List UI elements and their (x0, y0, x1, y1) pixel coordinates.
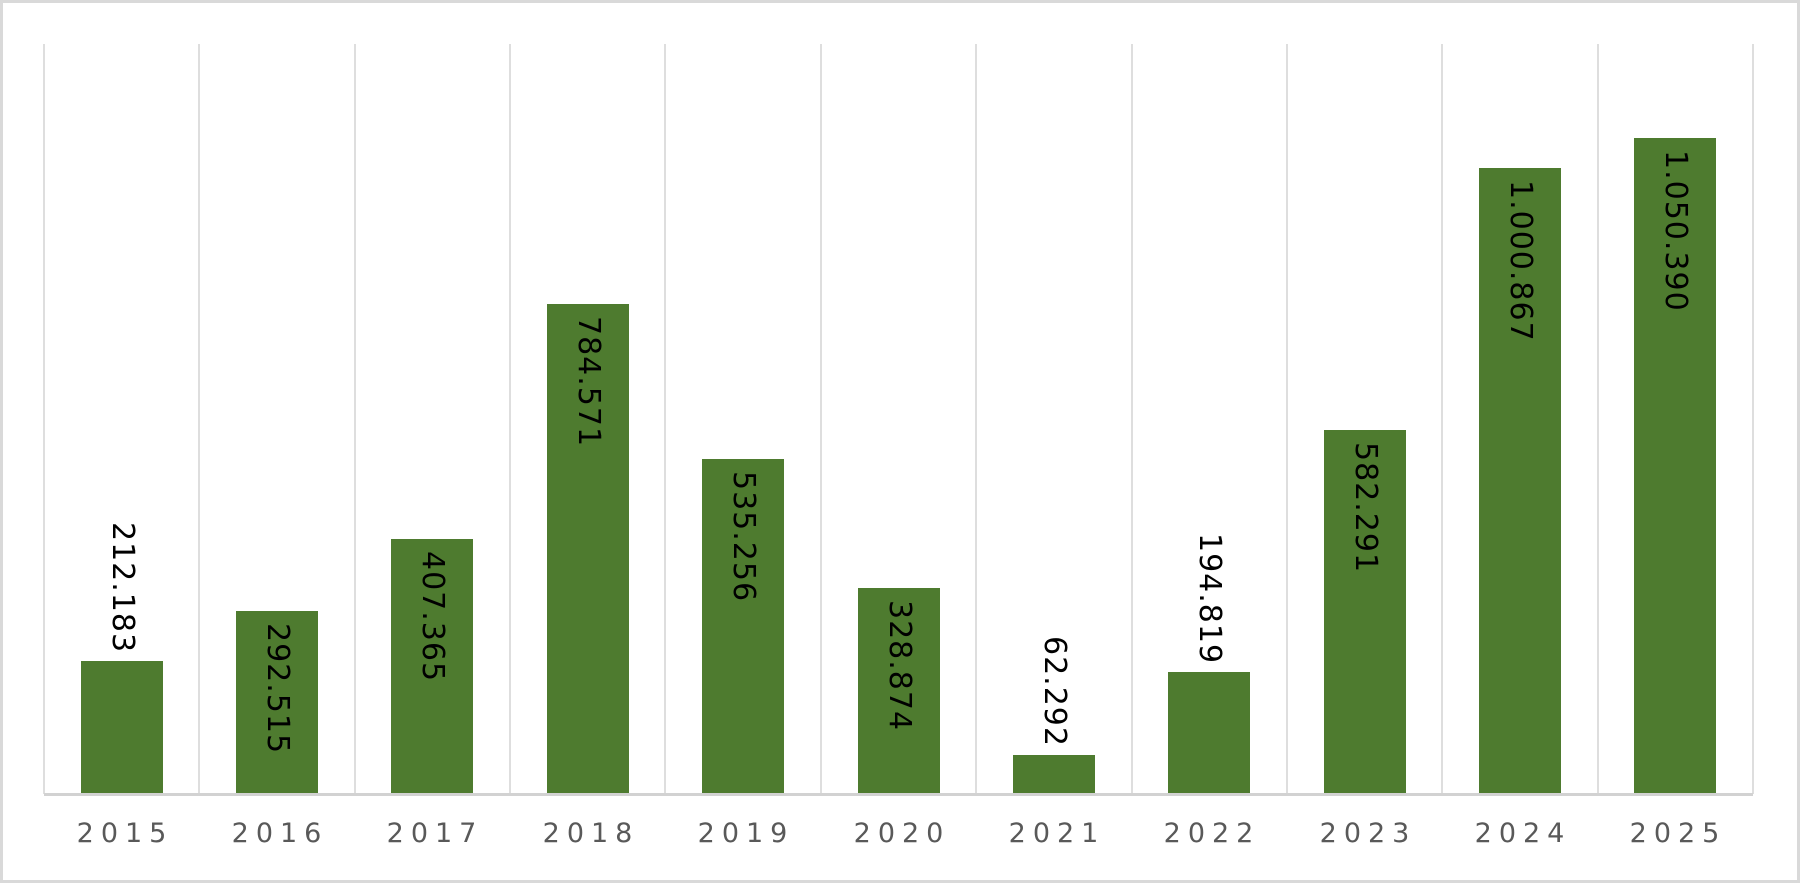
vertical-gridline (975, 44, 977, 794)
x-axis-tick-label: 2023 (1319, 818, 1417, 849)
x-axis-line (44, 793, 1753, 796)
bar-2015 (81, 661, 163, 794)
bar-value-label: 407.365 (415, 551, 450, 683)
vertical-gridline (43, 44, 45, 794)
bar-2022 (1168, 672, 1250, 794)
bar-2016 (236, 611, 318, 794)
bar-value-label: 292.515 (260, 623, 295, 755)
bar-2021 (1013, 755, 1095, 794)
vertical-gridline (1752, 44, 1754, 794)
vertical-gridline (820, 44, 822, 794)
vertical-gridline (198, 44, 200, 794)
bar-2023 (1324, 430, 1406, 794)
vertical-gridline (1597, 44, 1599, 794)
bar-value-label: 784.571 (571, 316, 606, 448)
bar-2018 (547, 304, 629, 794)
vertical-gridline (1441, 44, 1443, 794)
bar-2025 (1634, 138, 1716, 794)
x-axis-tick-label: 2024 (1474, 818, 1572, 849)
bar-value-label: 535.256 (726, 471, 761, 603)
x-axis-tick-label: 2019 (697, 818, 795, 849)
bar-value-label: 1.050.390 (1658, 150, 1693, 312)
bar-value-label: 194.819 (1192, 532, 1227, 664)
bar-value-label: 62.292 (1037, 636, 1072, 747)
bar-2019 (702, 459, 784, 794)
x-axis-tick-label: 2022 (1163, 818, 1261, 849)
vertical-gridline (354, 44, 356, 794)
bar-2017 (391, 539, 473, 794)
bar-value-label: 328.874 (882, 600, 917, 732)
bar-value-label: 1.000.867 (1503, 180, 1538, 342)
vertical-gridline (1131, 44, 1133, 794)
vertical-gridline (664, 44, 666, 794)
vertical-gridline (1286, 44, 1288, 794)
bar-2020 (858, 588, 940, 794)
bar-value-label: 212.183 (105, 521, 140, 653)
x-axis-tick-label: 2018 (542, 818, 640, 849)
bar-2024 (1479, 168, 1561, 794)
vertical-gridline (509, 44, 511, 794)
x-axis-tick-label: 2016 (231, 818, 329, 849)
x-axis-tick-label: 2017 (386, 818, 484, 849)
bar-value-label: 582.291 (1348, 442, 1383, 574)
x-axis-tick-label: 2015 (76, 818, 174, 849)
x-axis-tick-label: 2025 (1629, 818, 1727, 849)
x-axis-tick-label: 2020 (853, 818, 951, 849)
x-axis-tick-label: 2021 (1008, 818, 1106, 849)
